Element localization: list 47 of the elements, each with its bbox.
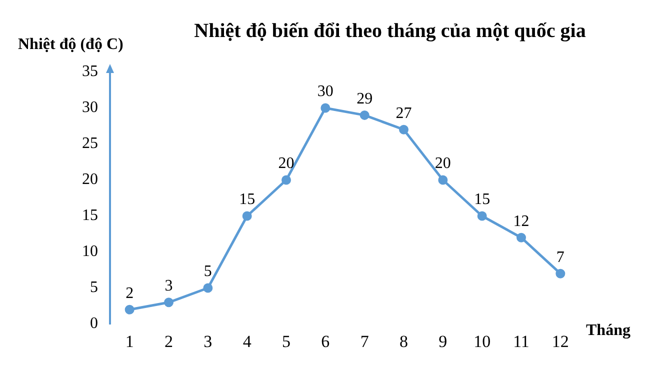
x-tick-label: 4 <box>242 332 252 352</box>
y-axis-title: Nhiệt độ (độ C) <box>18 36 124 54</box>
y-tick-label: 35 <box>82 63 98 80</box>
data-label: 30 <box>317 83 334 100</box>
point <box>477 211 487 221</box>
point <box>360 110 370 120</box>
x-tick-label: 8 <box>400 332 408 352</box>
point <box>556 268 566 278</box>
point <box>203 283 213 293</box>
y-tick-label: 15 <box>82 207 98 224</box>
x-tick-label: 9 <box>438 332 448 352</box>
y-tick-label: 10 <box>82 243 98 260</box>
x-tick-label: 1 <box>125 332 134 352</box>
data-label: 7 <box>556 248 564 266</box>
y-tick-label: 25 <box>82 135 98 152</box>
data-label: 15 <box>474 191 490 208</box>
data-label: 15 <box>239 191 256 208</box>
x-tick-label: 7 <box>360 332 369 352</box>
data-label: 3 <box>164 278 173 295</box>
data-label: 2 <box>126 284 134 302</box>
x-axis-title: Tháng <box>586 322 630 340</box>
point <box>320 103 330 113</box>
data-label: 5 <box>204 263 212 280</box>
point <box>282 175 291 185</box>
point <box>399 124 408 134</box>
y-tick-label: 30 <box>82 99 98 116</box>
point <box>516 232 526 242</box>
y-tick-label: 5 <box>90 279 98 296</box>
x-tick-label: 2 <box>164 332 173 352</box>
data-label: 20 <box>278 155 294 172</box>
chart-title: Nhiệt độ biến đổi theo tháng của một quốc gia <box>193 20 587 43</box>
x-tick-label: 12 <box>552 332 569 352</box>
x-tick-label: 5 <box>282 332 290 352</box>
y-tick-label: 0 <box>90 315 98 332</box>
data-label: 20 <box>434 155 451 172</box>
x-tick-label: 3 <box>204 332 212 352</box>
point <box>438 175 448 185</box>
data-label: 29 <box>356 90 373 108</box>
data-label: 27 <box>396 104 412 122</box>
point <box>124 304 134 314</box>
x-tick-label: 6 <box>321 332 330 352</box>
x-tick-label: 10 <box>474 332 491 352</box>
point <box>242 211 252 221</box>
x-tick-label: 11 <box>513 332 530 352</box>
point <box>164 298 174 308</box>
y-tick-label: 20 <box>82 171 98 188</box>
data-label: 12 <box>513 212 530 230</box>
